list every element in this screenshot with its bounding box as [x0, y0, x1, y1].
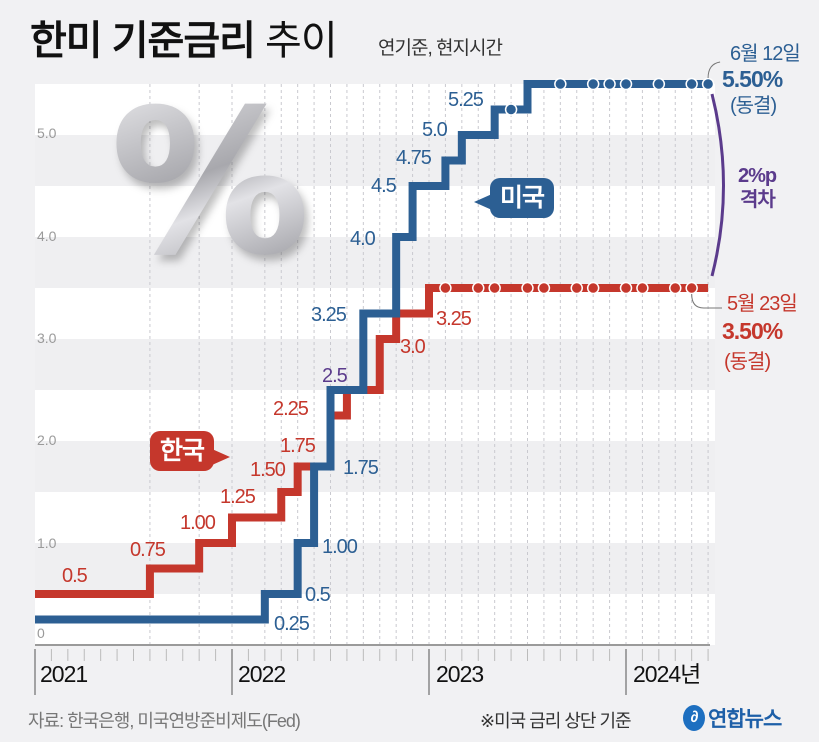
gap-label: 격차 [740, 189, 776, 211]
yonhap-logo: ∂ 연합뉴스 [683, 703, 782, 733]
korea-data-label: 1.25 [220, 486, 256, 508]
grid-band [35, 135, 715, 186]
footnote: ※미국 금리 상단 기준 [480, 711, 632, 731]
logo-text: 연합뉴스 [708, 708, 782, 731]
us-hold-marker [619, 77, 633, 91]
us-hold-marker [652, 77, 666, 91]
us-data-label: 4.75 [396, 147, 432, 169]
us-data-label: 5.25 [448, 89, 484, 111]
y-tick-label: 4.0 [37, 228, 57, 244]
korea-status-label: (동결) [724, 351, 771, 373]
korea-leader-line [691, 293, 722, 309]
logo-icon: ∂ [683, 705, 705, 731]
us-data-label: 0.25 [274, 613, 310, 635]
y-tick-label: 3.0 [37, 330, 57, 346]
us-rate-label: 5.50% [722, 66, 783, 92]
korea-series-label: 한국 [150, 431, 231, 471]
us-hold-marker [586, 77, 600, 91]
x-tick-label: 2024년 [633, 661, 701, 687]
x-tick-label: 2023 [436, 661, 484, 687]
us-data-label: 1.00 [322, 536, 358, 558]
title-normal: 추이 [265, 19, 338, 63]
korea-hold-marker [685, 281, 698, 295]
us-data-label: 3.25 [311, 304, 347, 326]
us-data-label: 0.5 [305, 584, 331, 606]
us-hold-marker [701, 77, 715, 91]
y-tick-label: 0 [37, 625, 45, 641]
korea-hold-marker [586, 281, 600, 295]
us-hold-marker [504, 103, 518, 116]
korea-data-label: 0.75 [130, 539, 166, 561]
korea-hold-marker [669, 281, 682, 295]
x-tick-label: 2022 [238, 661, 286, 687]
title-bold: 한미 기준금리 [30, 19, 256, 63]
grid-band [35, 441, 715, 492]
gap-value-label: 2%p [738, 165, 777, 187]
korea-rate-label: 3.50% [722, 318, 783, 344]
korea-hold-marker [521, 281, 534, 295]
us-date-label: 6월 12일 [730, 43, 801, 65]
subtitle: 연기준, 현지시간 [378, 38, 503, 59]
korea-hold-marker [636, 281, 649, 295]
korea-data-label: 1.50 [250, 459, 286, 481]
x-tick-label: 2021 [40, 661, 88, 687]
korea-data-label: 2.25 [273, 398, 309, 420]
korea-data-label: 1.75 [280, 435, 316, 457]
percent-graphic: % [110, 67, 311, 300]
korea-hold-marker [472, 281, 485, 295]
us-series-label: 미국 [473, 178, 555, 218]
us-data-label: 5.0 [422, 119, 448, 141]
y-tick-label: 5.0 [37, 125, 57, 141]
korea-date-label: 5월 23일 [727, 293, 798, 315]
us-data-label: 4.0 [350, 228, 376, 250]
gap-bracket [710, 93, 725, 277]
korea-data-label: 0.5 [62, 565, 88, 587]
us-leader-line [707, 61, 721, 79]
korea-hold-marker [537, 281, 551, 295]
y-tick-label: 1.0 [37, 535, 57, 551]
us-hold-marker [685, 77, 698, 91]
grid-band [35, 237, 715, 288]
korea-data-label: 1.00 [180, 512, 216, 534]
y-tick-label: 2.0 [37, 432, 57, 448]
korea-data-label: 3.0 [400, 336, 426, 358]
us-hold-marker [554, 77, 567, 91]
us-data-label: 4.5 [371, 175, 397, 197]
us-rate-line [35, 80, 709, 624]
us-data-label: 1.75 [343, 457, 379, 479]
page-title: 한미 기준금리 추이 [30, 18, 338, 64]
source-text: 자료: 한국은행, 미국연방준비제도(Fed) [28, 711, 301, 731]
korea-hold-marker [439, 281, 452, 295]
korea-hold-marker [570, 281, 583, 295]
grid-band [35, 339, 715, 390]
us-status-label: (동결) [730, 95, 777, 117]
korea-hold-marker [619, 281, 633, 295]
korea-hold-marker [488, 281, 501, 295]
us-hold-marker [603, 77, 616, 91]
korea-data-label: 3.25 [436, 308, 472, 330]
us-data-label: 2.5 [322, 365, 348, 387]
